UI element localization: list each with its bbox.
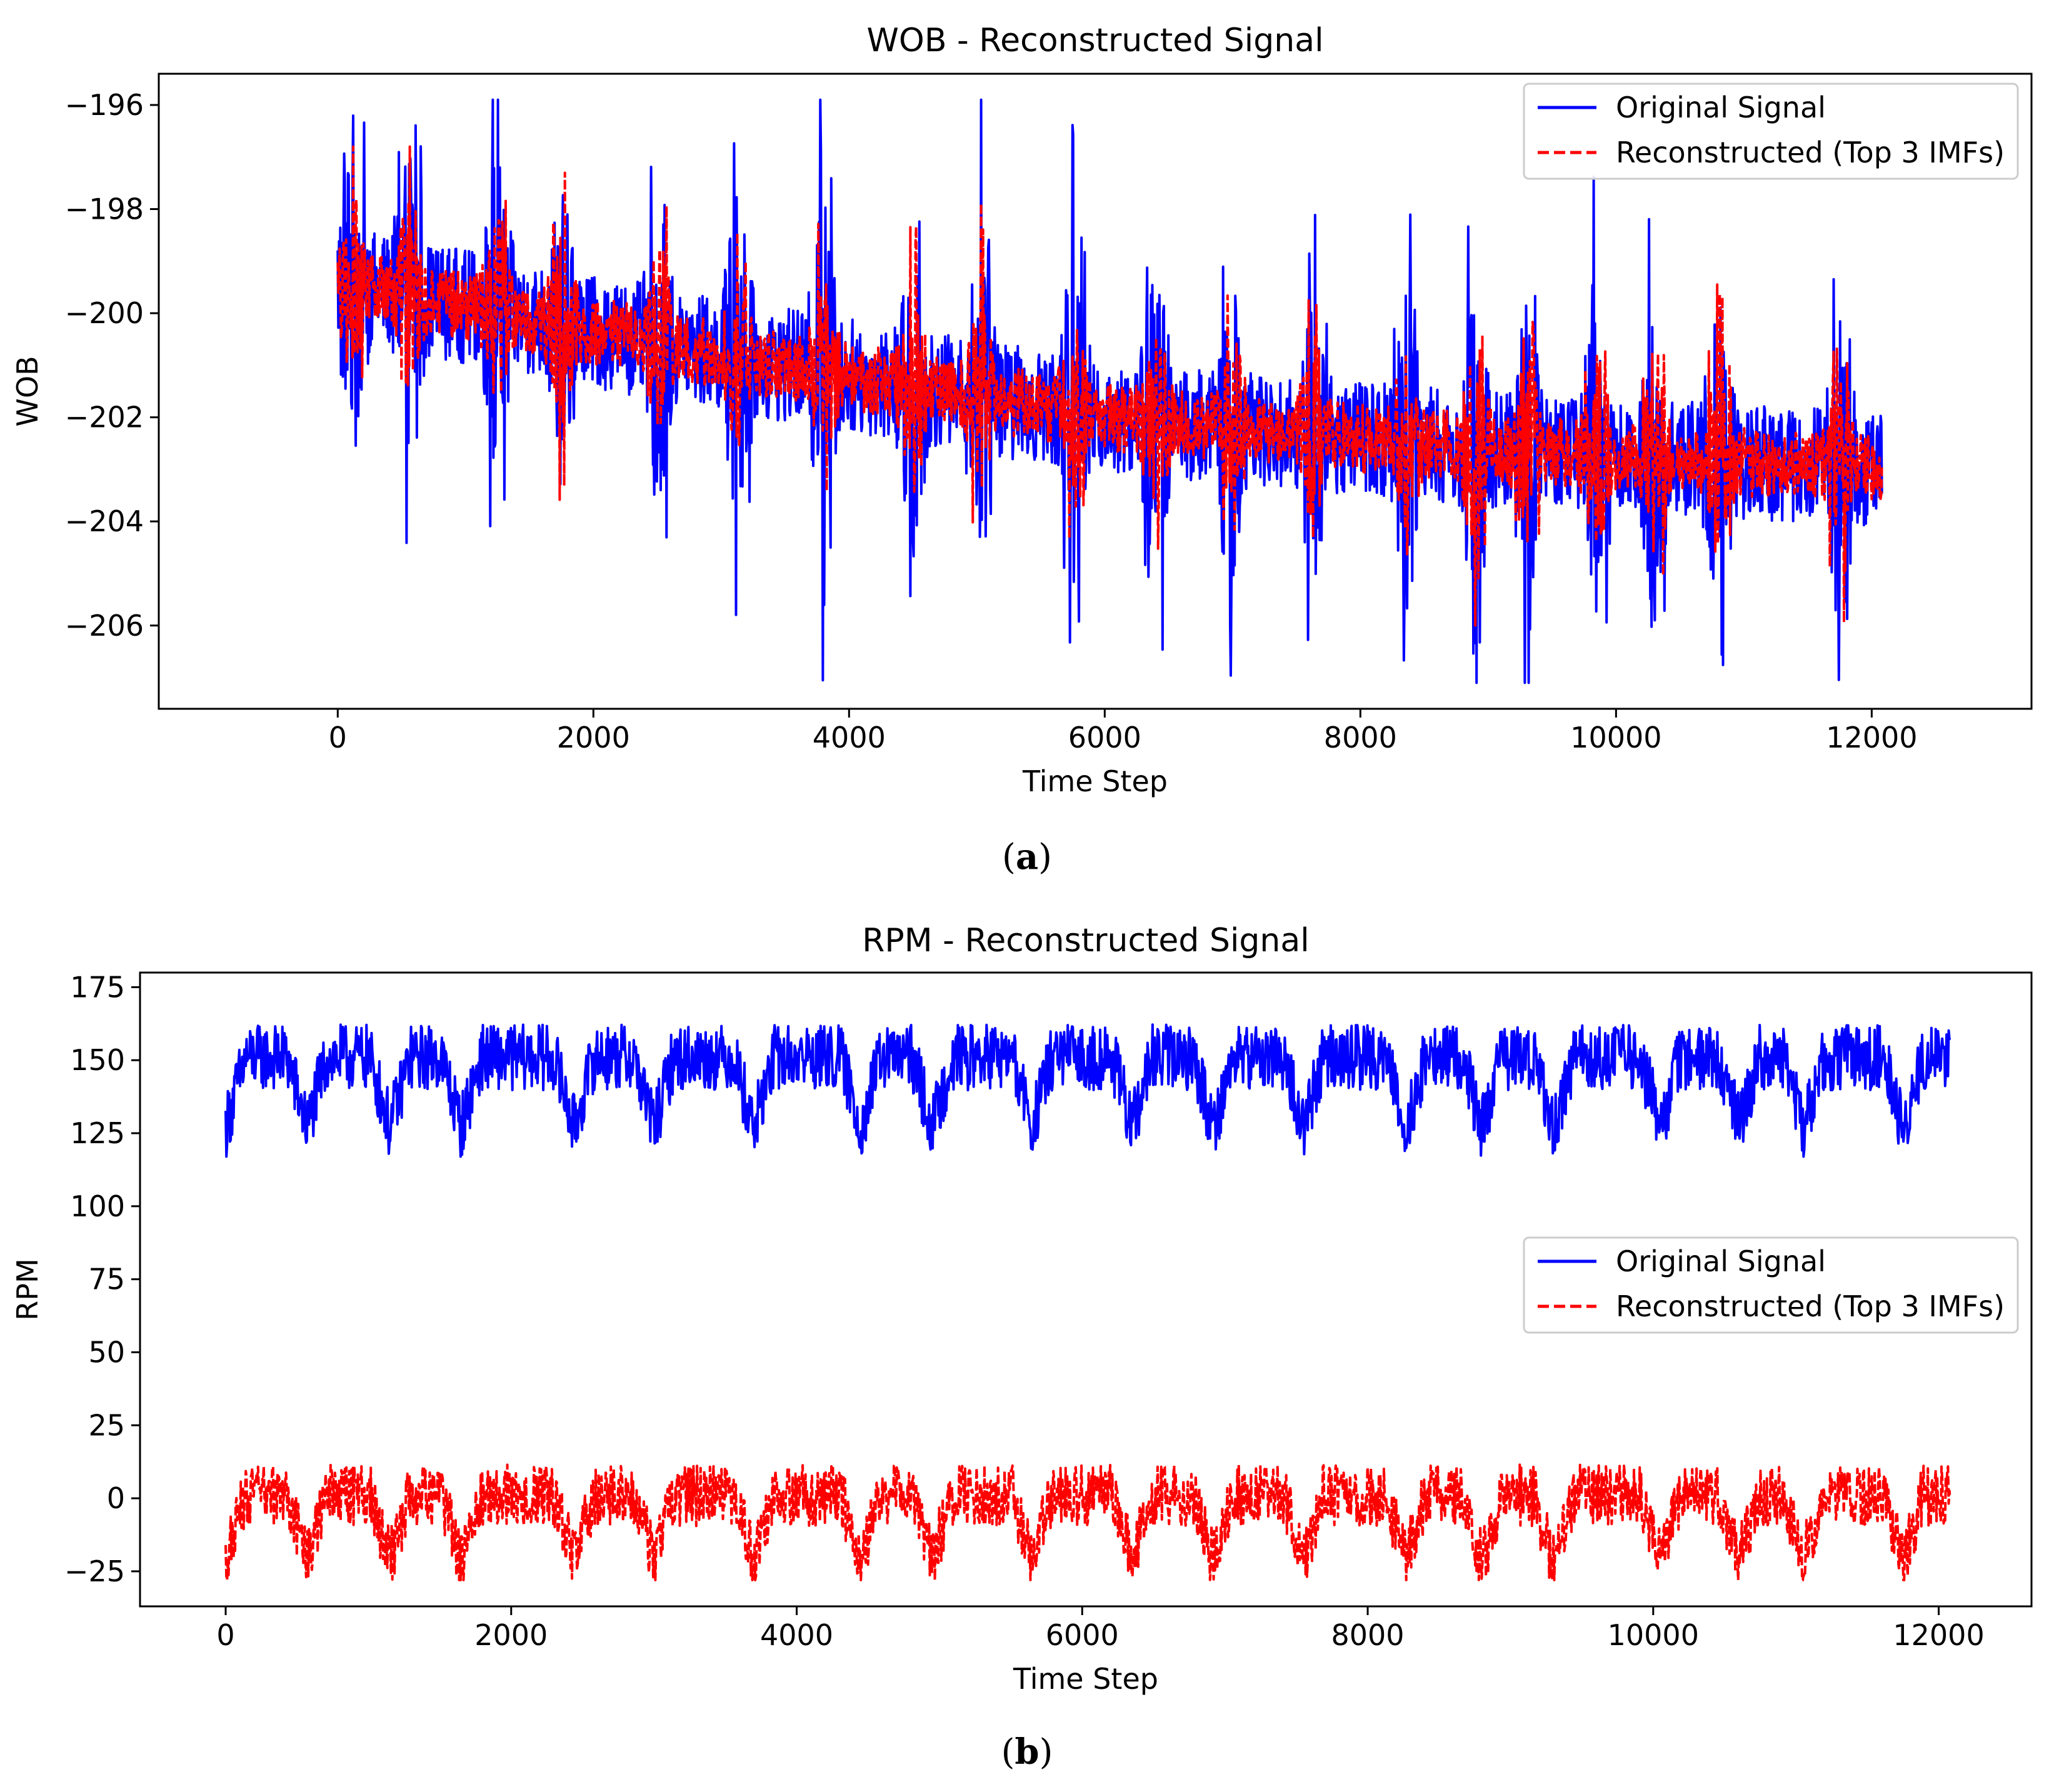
caption-b-letter: b — [1014, 1731, 1040, 1773]
rpm-y-tick-label: −25 — [64, 1554, 125, 1588]
wob-y-tick-label: −200 — [65, 296, 144, 330]
rpm-y-tick-label: 175 — [70, 970, 125, 1004]
wob-x-tick-label: 10000 — [1570, 721, 1661, 754]
rpm-x-tick-label: 12000 — [1893, 1618, 1984, 1652]
rpm-legend-box — [1523, 1236, 2019, 1334]
caption-a-letter: a — [1015, 836, 1039, 878]
wob-y-tick-label: −206 — [65, 609, 144, 643]
wob-reconstructed-signal-line — [336, 145, 1883, 627]
rpm-legend-original-label: Original Signal — [1616, 1244, 1826, 1278]
wob-title: WOB - Reconstructed Signal — [866, 22, 1323, 59]
wob-x-tick-label: 8000 — [1324, 721, 1397, 754]
wob-x-tick-label: 2000 — [557, 721, 630, 754]
wob-legend: Original Signal Reconstructed (Top 3 IMF… — [1523, 83, 2019, 180]
rpm-y-tick-label: 100 — [70, 1189, 125, 1223]
wob-x-tick-label: 0 — [329, 721, 347, 754]
wob-y-tick-label: −202 — [65, 401, 144, 434]
wob-legend-box — [1523, 83, 2019, 180]
rpm-y-tick-label: 75 — [88, 1263, 125, 1296]
wob-x-tick-label: 12000 — [1826, 721, 1917, 754]
wob-legend-original-label: Original Signal — [1616, 91, 1826, 124]
chart-wob: 0 2000 4000 6000 8000 10000 12000 −196 −198 −200… — [11, 22, 2033, 798]
rpm-reconstructed-signal-line — [224, 1463, 1951, 1581]
rpm-x-tick-label: 4000 — [760, 1618, 833, 1652]
wob-y-tick-label: −198 — [65, 193, 144, 226]
wob-ylabel: WOB — [11, 356, 44, 426]
rpm-y-tick-label: 125 — [70, 1116, 125, 1150]
wob-x-tick-label: 6000 — [1068, 721, 1141, 754]
wob-xlabel: Time Step — [1022, 764, 1168, 798]
rpm-series-layer — [224, 1023, 1951, 1581]
rpm-y-tick-label: 150 — [70, 1043, 125, 1077]
wob-axes-frame — [158, 73, 2033, 710]
rpm-y-ticks: 175 150 125 100 75 50 25 0 −25 — [64, 970, 140, 1588]
chart-rpm: 0 2000 4000 6000 8000 10000 12000 175 150 125 100… — [11, 922, 2033, 1696]
rpm-title: RPM - Reconstructed Signal — [862, 922, 1309, 959]
rpm-x-tick-label: 8000 — [1331, 1618, 1405, 1652]
caption-b: (b) — [1001, 1731, 1053, 1773]
wob-x-ticks: 0 2000 4000 6000 8000 10000 12000 — [329, 709, 1918, 754]
rpm-xlabel: Time Step — [1013, 1662, 1158, 1696]
wob-y-tick-label: −196 — [65, 88, 144, 122]
rpm-x-tick-label: 6000 — [1046, 1618, 1119, 1652]
caption-a: (a) — [1001, 836, 1052, 878]
rpm-original-signal-line — [224, 1023, 1951, 1158]
rpm-ylabel: RPM — [11, 1258, 44, 1320]
rpm-legend-reconstructed-label: Reconstructed (Top 3 IMFs) — [1616, 1289, 2005, 1323]
rpm-x-tick-label: 10000 — [1608, 1618, 1699, 1652]
wob-legend-reconstructed-label: Reconstructed (Top 3 IMFs) — [1616, 136, 2005, 169]
rpm-x-tick-label: 2000 — [474, 1618, 548, 1652]
rpm-x-ticks: 0 2000 4000 6000 8000 10000 12000 — [216, 1606, 1985, 1652]
wob-x-tick-label: 4000 — [813, 721, 886, 754]
wob-y-ticks: −196 −198 −200 −202 −204 −206 — [65, 88, 159, 643]
rpm-legend: Original Signal Reconstructed (Top 3 IMF… — [1523, 1236, 2019, 1334]
rpm-y-tick-label: 25 — [88, 1408, 125, 1442]
rpm-axes-frame — [139, 971, 2033, 1608]
wob-y-tick-label: −204 — [65, 504, 144, 538]
rpm-x-tick-label: 0 — [216, 1618, 234, 1652]
wob-series-layer — [336, 98, 1883, 684]
rpm-y-tick-label: 50 — [88, 1335, 125, 1369]
rpm-y-tick-label: 0 — [107, 1481, 125, 1515]
